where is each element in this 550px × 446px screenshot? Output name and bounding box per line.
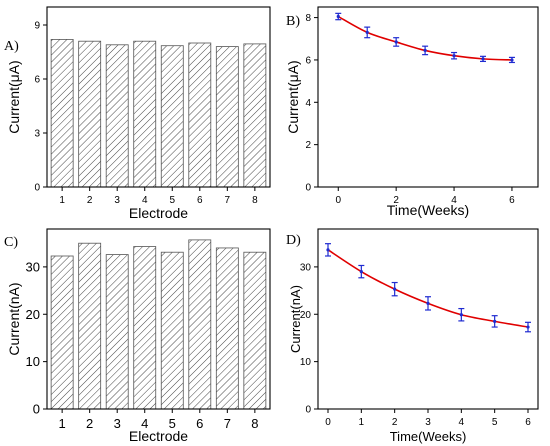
y-tick-label: 0 bbox=[33, 402, 40, 417]
x-tick-label: 6 bbox=[509, 195, 515, 206]
x-tick-label: 2 bbox=[392, 417, 398, 428]
data-point bbox=[493, 319, 497, 323]
x-tick-label: 3 bbox=[114, 195, 120, 206]
bar bbox=[243, 43, 267, 188]
x-axis-label: Electrode bbox=[129, 205, 188, 221]
data-point bbox=[481, 57, 485, 61]
bar bbox=[160, 251, 184, 410]
bar bbox=[188, 239, 212, 410]
data-point bbox=[359, 270, 363, 274]
bar bbox=[78, 40, 102, 188]
panel-label: C) bbox=[4, 235, 18, 250]
x-tick-label: 6 bbox=[525, 417, 531, 428]
data-point bbox=[394, 40, 398, 44]
y-tick-label: 30 bbox=[26, 259, 40, 274]
bar bbox=[188, 42, 212, 188]
y-tick-label: 20 bbox=[26, 307, 40, 322]
chart-panel-4: D) 0 1 2 3 4 5 6 0 10 20 30 Time(Weeks) Current(nA) bbox=[286, 228, 539, 444]
plot-frame bbox=[46, 6, 271, 188]
y-tick-label: 3 bbox=[34, 129, 40, 140]
bar bbox=[215, 46, 239, 188]
x-tick-label: 5 bbox=[169, 195, 175, 206]
x-tick-label: 4 bbox=[141, 416, 148, 431]
data-point bbox=[510, 58, 514, 62]
x-axis-label: Electrode bbox=[129, 428, 188, 444]
bar bbox=[50, 39, 74, 188]
data-point bbox=[526, 325, 530, 329]
data-point bbox=[326, 248, 330, 252]
x-axis-label: Time(Weeks) bbox=[387, 202, 469, 218]
data-point bbox=[393, 287, 397, 291]
x-tick-label: 3 bbox=[425, 417, 431, 428]
x-tick-label: 8 bbox=[252, 195, 258, 206]
bar bbox=[160, 45, 184, 188]
bar bbox=[243, 251, 267, 410]
data-point bbox=[426, 301, 430, 305]
y-tick-label: 10 bbox=[26, 354, 40, 369]
x-tick-label: 6 bbox=[196, 416, 203, 431]
y-tick-label: 20 bbox=[300, 310, 312, 321]
x-tick-label: 0 bbox=[325, 417, 331, 428]
chart-panel-2: B) 0 2 4 6 0 2 4 6 8 Time(Weeks) Current(μA) bbox=[285, 6, 539, 218]
x-tick-label: 2 bbox=[87, 195, 93, 206]
bar bbox=[133, 40, 157, 188]
y-tick-label: 8 bbox=[305, 13, 311, 24]
x-tick-label: 1 bbox=[359, 417, 365, 428]
x-tick-label: 1 bbox=[59, 195, 65, 206]
bar bbox=[105, 44, 129, 188]
data-point bbox=[423, 48, 427, 53]
y-tick-label: 0 bbox=[305, 405, 311, 416]
y-axis-label: Current(μA) bbox=[6, 60, 22, 133]
data-point bbox=[365, 30, 369, 35]
bar bbox=[105, 254, 129, 410]
x-tick-label: 0 bbox=[335, 195, 341, 206]
chart-panel-1: A) 1 2 3 4 5 6 7 8 0 3 6 9 Electrode Current(μA) bbox=[4, 6, 271, 221]
bar bbox=[215, 247, 239, 410]
bar bbox=[50, 255, 74, 410]
y-axis-label: Current(nA) bbox=[288, 285, 303, 353]
x-tick-label: 8 bbox=[251, 416, 258, 431]
x-tick-label: 4 bbox=[451, 195, 457, 206]
x-tick-label: 7 bbox=[225, 195, 231, 206]
y-axis-label: Current(nA) bbox=[6, 282, 22, 355]
series-line bbox=[327, 249, 529, 328]
panel-label: A) bbox=[4, 39, 19, 54]
bar bbox=[78, 242, 102, 410]
x-tick-label: 3 bbox=[114, 416, 121, 431]
y-tick-label: 10 bbox=[300, 357, 312, 368]
x-tick-label: 6 bbox=[197, 195, 203, 206]
chart-panel-3: C) 1 2 3 4 5 6 7 8 0 10 20 30 Electrode Current(nA) bbox=[4, 228, 271, 444]
bar bbox=[133, 246, 157, 410]
data-point bbox=[336, 14, 340, 19]
plot-frame bbox=[317, 228, 539, 410]
y-tick-label: 4 bbox=[305, 98, 311, 109]
y-tick-label: 0 bbox=[34, 183, 40, 194]
x-tick-label: 7 bbox=[224, 416, 231, 431]
y-tick-label: 30 bbox=[300, 262, 312, 273]
data-point bbox=[459, 313, 463, 317]
data-point bbox=[452, 54, 456, 58]
panel-label: D) bbox=[286, 233, 301, 248]
y-tick-label: 6 bbox=[34, 75, 40, 86]
x-tick-label: 2 bbox=[86, 416, 93, 431]
y-tick-label: 2 bbox=[305, 140, 311, 151]
x-tick-label: 5 bbox=[169, 416, 176, 431]
plot-frame bbox=[46, 228, 271, 410]
x-tick-label: 4 bbox=[459, 417, 465, 428]
x-tick-label: 2 bbox=[393, 195, 399, 206]
x-tick-label: 1 bbox=[59, 416, 66, 431]
panel-label: B) bbox=[286, 14, 300, 29]
x-tick-label: 5 bbox=[492, 417, 498, 428]
y-tick-label: 0 bbox=[305, 183, 311, 194]
plot-frame bbox=[317, 6, 539, 188]
y-tick-label: 6 bbox=[305, 55, 311, 66]
x-axis-label: Time(Weeks) bbox=[390, 429, 467, 444]
x-tick-label: 4 bbox=[142, 195, 148, 206]
y-axis-label: Current(μA) bbox=[285, 60, 301, 133]
y-tick-label: 9 bbox=[34, 21, 40, 32]
